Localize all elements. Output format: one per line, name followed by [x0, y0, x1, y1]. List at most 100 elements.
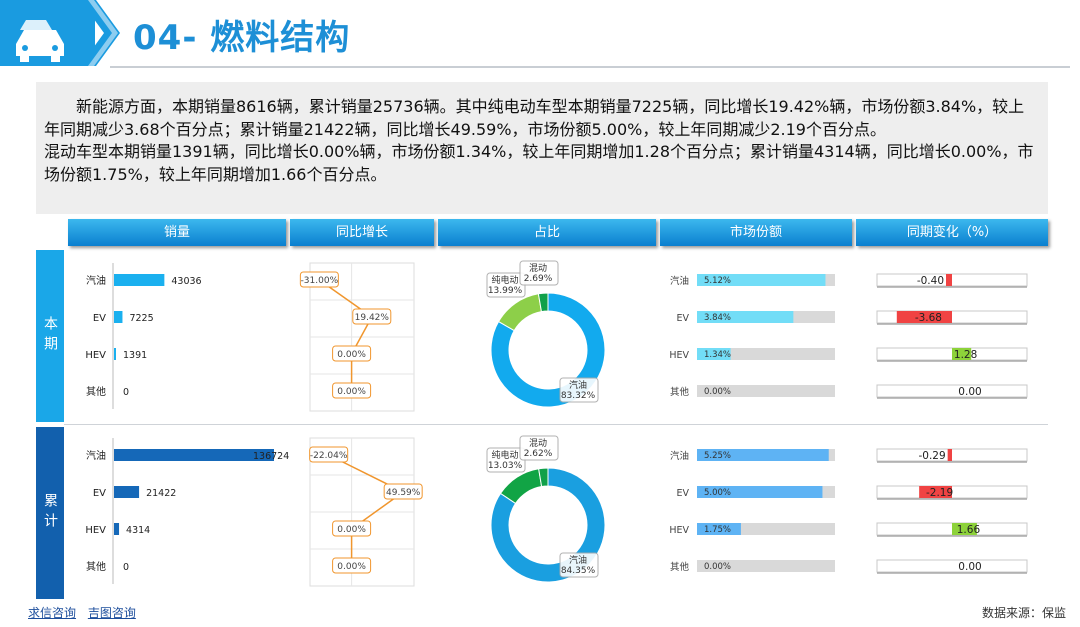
current-share-value-label: 5.12% [704, 276, 731, 286]
cumulative-yoy-label-box [332, 520, 372, 537]
current-share-category-label: EV [676, 313, 689, 324]
cumulative-change-bar [952, 523, 977, 535]
current-yoy-label-box [332, 345, 372, 362]
current-change-bar [896, 311, 952, 323]
cumulative-donut-category-label: 汽油 [569, 554, 587, 566]
cumulative-change-value-label: 1.66 [957, 524, 981, 536]
cumulative-yoy-value-label: 49.59% [386, 488, 421, 498]
current-donut-value-label: 2.69% [524, 274, 553, 284]
current-sales-category-label: EV [93, 313, 106, 324]
cumulative-sales-bar [114, 523, 120, 535]
cumulative-change-bar [947, 449, 952, 461]
cumulative-donut-label-box [559, 552, 599, 578]
current-sales-bar [114, 311, 123, 323]
current-share-value-label: 3.84% [704, 313, 731, 323]
current-sales-category-label: 其他 [86, 385, 106, 398]
cumulative-donut-category-label: 混动 [529, 438, 547, 449]
current-yoy-label-box [352, 308, 392, 325]
cumulative-donut-value-label: 84.35% [561, 566, 596, 576]
footer-link-1[interactable]: 求信咨询 [28, 606, 77, 620]
column-header-change: 同期变化（%） [856, 219, 1048, 246]
current-change-value-label: -0.40 [917, 275, 944, 287]
cumulative-yoy-line [328, 454, 405, 566]
footer-link-2[interactable]: 吉图咨询 [87, 606, 136, 620]
cumulative-share-value-label: 5.25% [704, 451, 731, 461]
cumulative-share-bar [697, 486, 823, 498]
current-share-track [697, 385, 835, 397]
cumulative-donut-label-box [519, 435, 559, 461]
cumulative-donut-value-label: 2.62% [524, 449, 553, 459]
current-yoy-value-label: 0.00% [337, 350, 366, 360]
cumulative-share-category-label: 其他 [670, 561, 690, 573]
header-band [0, 0, 95, 66]
cumulative-sales-value-label: 136724 [253, 451, 289, 462]
current-share-bar [697, 311, 794, 323]
footer-links: 求信咨询 吉图咨询 [28, 604, 144, 621]
cumulative-sales-value-label: 21422 [146, 488, 176, 499]
cumulative-change-value-label: -0.29 [918, 450, 945, 462]
cumulative-sales-value-label: 0 [123, 562, 129, 573]
cumulative-yoy-label-box [383, 483, 423, 500]
cumulative-yoy-value-label: 0.00% [337, 562, 366, 572]
cumulative-yoy-label-box [309, 446, 349, 463]
current-share-bar [697, 274, 826, 286]
cumulative-share-value-label: 0.00% [704, 562, 731, 572]
current-share-track [697, 348, 835, 360]
current-sales-category-label: 汽油 [86, 274, 106, 287]
cumulative-change-bar [919, 486, 952, 498]
row-separator [64, 424, 1048, 425]
current-yoy-label-box [332, 382, 372, 399]
cumulative-share-category-label: HEV [669, 525, 689, 536]
car-icon [16, 20, 64, 62]
cumulative-change-value-label: -2.19 [926, 487, 953, 499]
cumulative-donut-value-label: 13.03% [488, 461, 523, 471]
page-title: 04- 燃料结构 [133, 18, 351, 58]
current-share-category-label: HEV [669, 350, 689, 361]
current-share-category-label: 其他 [670, 386, 690, 398]
cumulative-share-value-label: 1.75% [704, 525, 731, 535]
current-donut-category-label: 纯电动 [491, 274, 518, 286]
current-yoy-line [318, 279, 373, 391]
row-label-cumulative: 累计 [36, 427, 64, 599]
current-donut-category-label: 汽油 [569, 379, 587, 391]
header-divider [110, 66, 1070, 68]
current-share-bar [697, 348, 731, 360]
summary-paragraph-1: 新能源方面，本期销量8616辆，累计销量25736辆。其中纯电动车型本期销量72… [44, 97, 1025, 139]
current-share-value-label: 0.00% [704, 387, 731, 397]
current-sales-category-label: HEV [85, 350, 106, 361]
current-share-value-label: 1.34% [704, 350, 731, 360]
cumulative-sales-category-label: 其他 [86, 560, 106, 573]
cumulative-share-value-label: 5.00% [704, 488, 731, 498]
cumulative-sales-bar [114, 486, 140, 498]
row-label-current: 本期 [36, 250, 64, 422]
cumulative-share-category-label: 汽油 [670, 450, 689, 462]
current-yoy-value-label: 19.42% [355, 313, 390, 323]
cumulative-share-category-label: EV [676, 488, 689, 499]
current-yoy-value-label: -31.00% [301, 276, 339, 286]
cumulative-change-value-label: 0.00 [958, 561, 981, 573]
current-donut-category-label: 混动 [529, 263, 547, 274]
cumulative-sales-category-label: HEV [85, 525, 106, 536]
current-change-value-label: 0.00 [958, 386, 981, 398]
current-sales-bar [114, 348, 116, 360]
cumulative-sales-value-label: 4314 [126, 525, 150, 536]
cumulative-donut-slice [538, 467, 549, 488]
column-header-share: 占比 [438, 219, 656, 246]
cumulative-sales-category-label: EV [93, 488, 106, 499]
current-donut-label-box [519, 260, 559, 286]
header-chevron [80, 0, 126, 66]
current-share-category-label: 汽油 [670, 275, 689, 287]
current-change-value-label: -3.68 [915, 312, 942, 324]
current-sales-bar [114, 274, 165, 286]
column-header-market-share: 市场份额 [660, 219, 852, 246]
current-yoy-value-label: 0.00% [337, 387, 366, 397]
data-source: 数据来源：保监 [981, 606, 1066, 620]
current-donut-slice [497, 293, 543, 332]
column-header-yoy: 同比增长 [290, 219, 434, 246]
current-change-bar [946, 274, 952, 286]
cumulative-share-bar [697, 449, 829, 461]
current-donut-value-label: 83.32% [561, 391, 596, 401]
current-change-value-label: 1.28 [954, 349, 977, 361]
current-sales-value-label: 0 [123, 387, 129, 398]
